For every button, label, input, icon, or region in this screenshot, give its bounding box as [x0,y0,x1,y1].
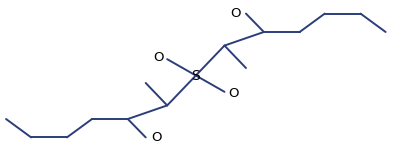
Text: O: O [228,87,238,100]
Text: O: O [229,7,240,20]
Text: S: S [191,69,200,82]
Text: O: O [151,131,161,144]
Text: O: O [153,51,163,64]
